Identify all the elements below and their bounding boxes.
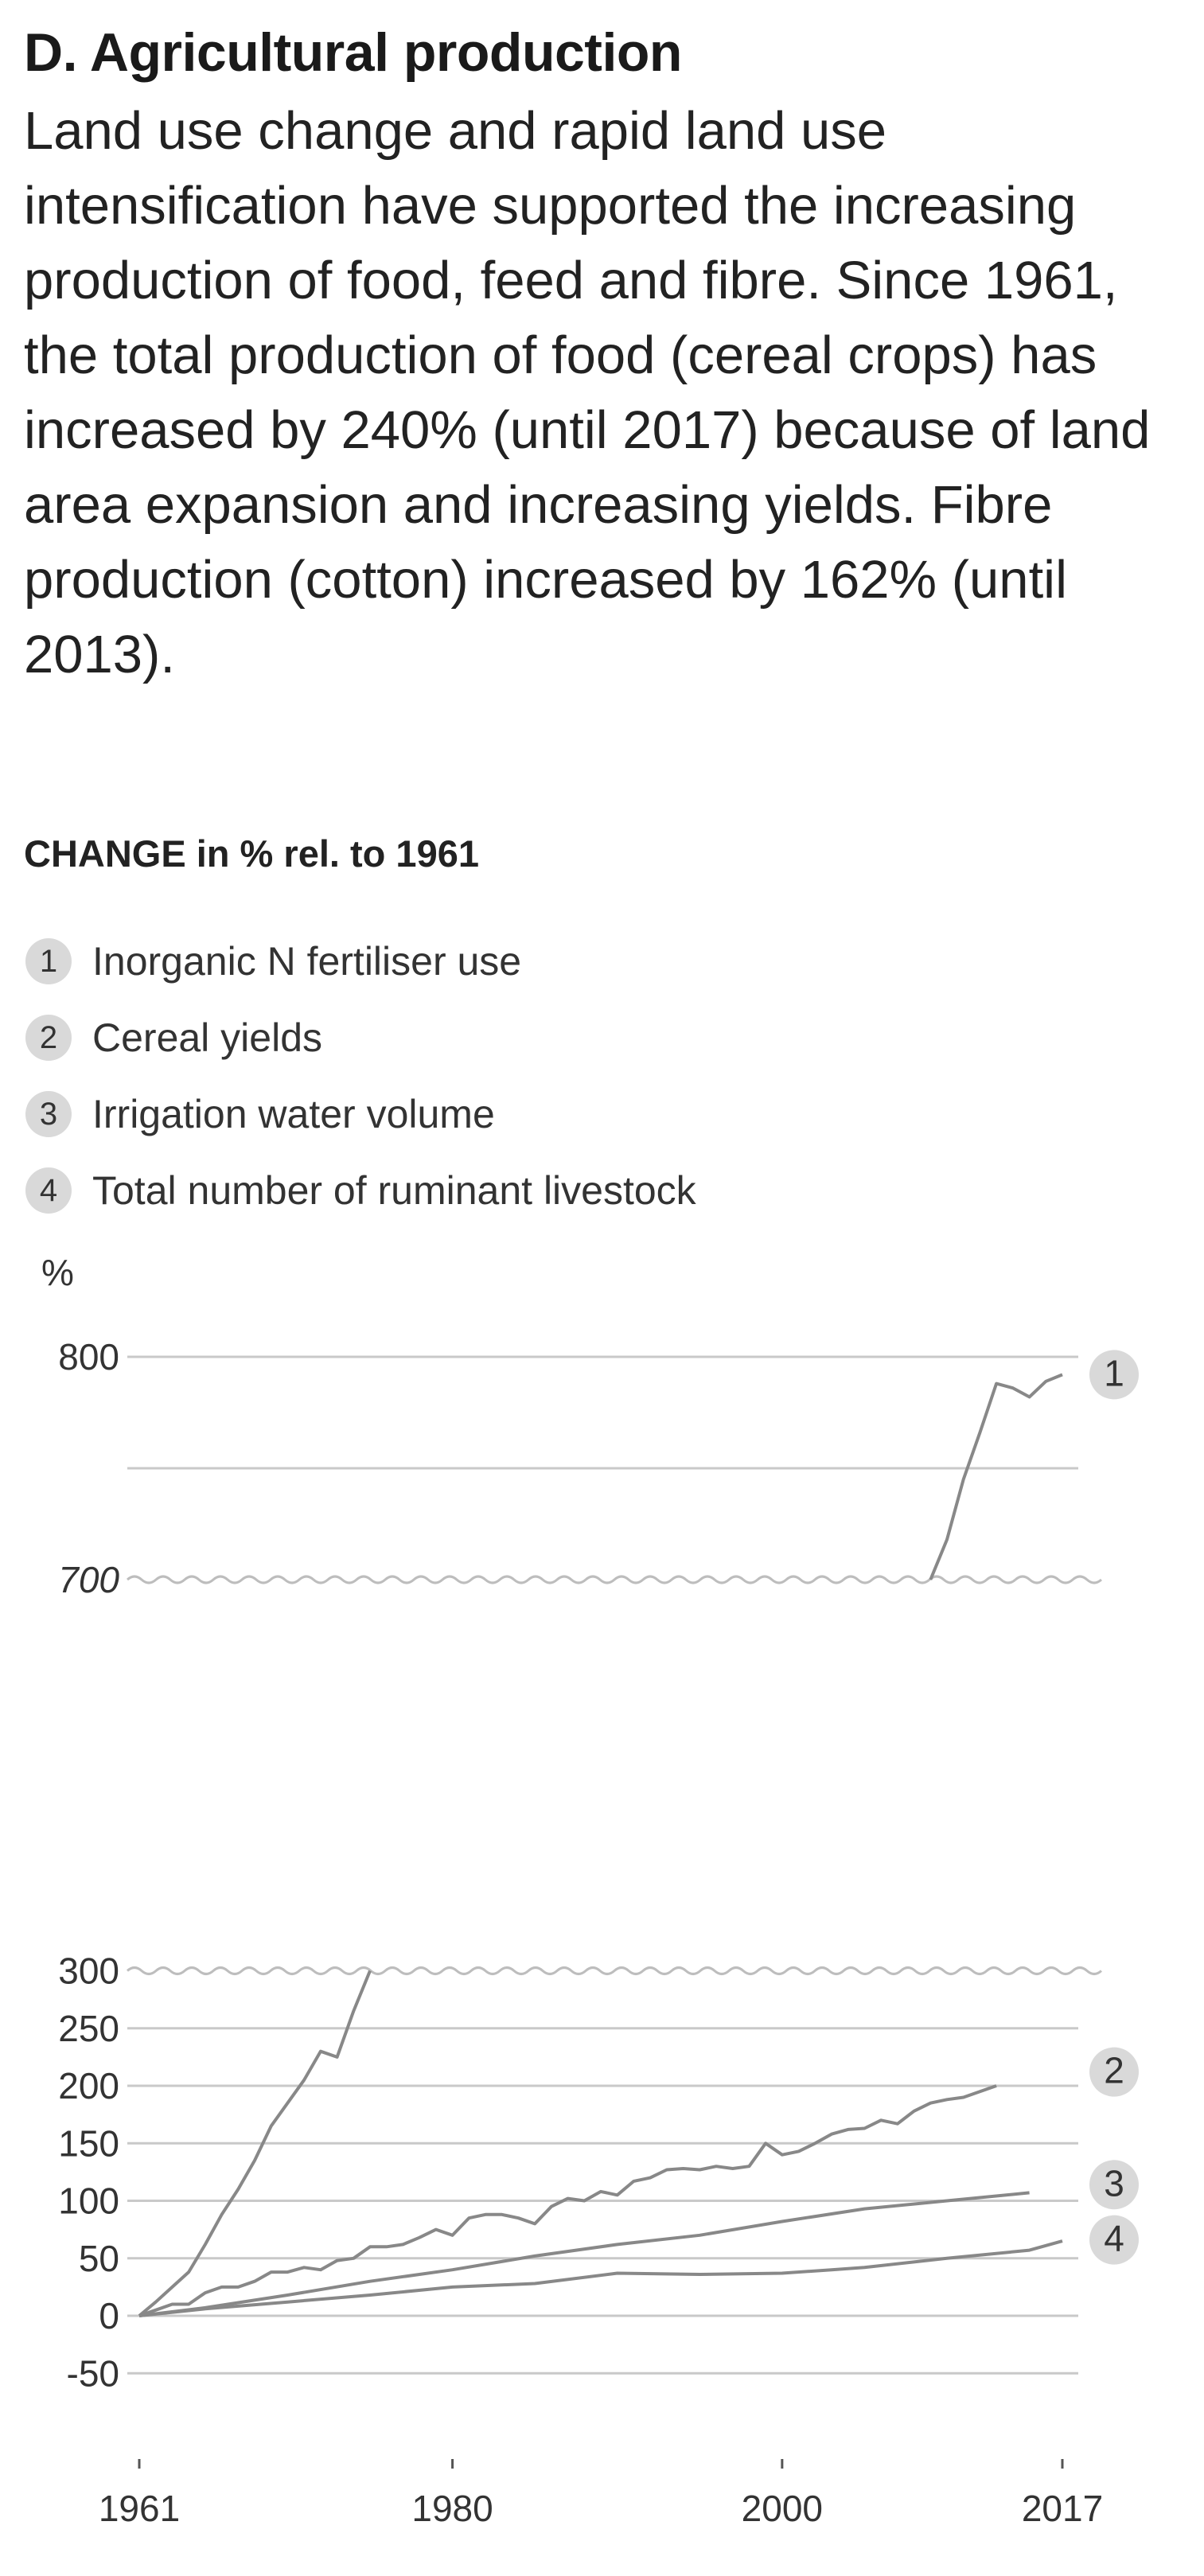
series-badge [1089, 2047, 1139, 2097]
series-badge-label: 3 [1104, 2162, 1124, 2204]
legend-label: Inorganic N fertiliser use [92, 939, 522, 984]
x-tick-label: 2000 [742, 2488, 823, 2529]
series-lines [138, 1373, 1063, 2317]
legend-label: Total number of ruminant livestock [92, 1168, 696, 1213]
y-tick-label: -50 [67, 2352, 119, 2394]
axis-break-wave [127, 1966, 1102, 1975]
y-tick-label: 150 [58, 2122, 119, 2164]
legend-badge: 1 [25, 938, 72, 984]
x-tick-label: 1961 [99, 2488, 180, 2529]
series-badge-label: 4 [1104, 2218, 1124, 2259]
series-badge-label: 2 [1104, 2050, 1124, 2091]
series-line-1 [929, 1373, 1063, 1580]
legend-item-2: 2 Cereal yields [25, 1000, 696, 1076]
axis-break-wave [127, 1575, 1102, 1584]
y-tick-label: 200 [58, 2065, 119, 2106]
y-tick-label: 700 [58, 1559, 119, 1600]
y-tick-label: 250 [58, 2008, 119, 2049]
series-badge [1089, 1350, 1139, 1400]
legend-badge: 4 [25, 1167, 72, 1214]
legend-item-1: 1 Inorganic N fertiliser use [25, 923, 696, 1000]
y-tick-label: 800 [58, 1336, 119, 1378]
tick-labels: % 800 700 300 250 200 150 100 50 0 -50 1961 1980 2000… [41, 1252, 1103, 2529]
series-badges: 1 2 3 4 [1089, 1350, 1139, 2265]
series-line-4 [138, 2239, 1063, 2317]
axis-break [127, 1575, 1102, 1975]
legend-item-4: 4 Total number of ruminant livestock [25, 1152, 696, 1229]
chart-legend: 1 Inorganic N fertiliser use 2 Cereal yi… [25, 923, 696, 1229]
panel-heading: D. Agricultural production [24, 22, 682, 83]
series-badge [1089, 2215, 1139, 2265]
line-chart: % 800 700 300 250 200 150 100 50 0 -50 1961 1980 2000… [41, 1252, 1139, 2529]
y-axis-unit: % [41, 1252, 74, 1293]
panel-body-text: Land use change and rapid land use inten… [24, 101, 1151, 684]
y-tick-label: 0 [99, 2295, 119, 2336]
series-badge [1089, 2160, 1139, 2210]
x-tick-label: 1980 [411, 2488, 493, 2529]
x-tick-label: 2017 [1022, 2488, 1103, 2529]
legend-badge: 3 [25, 1091, 72, 1137]
y-tick-label: 100 [58, 2180, 119, 2222]
legend-label: Irrigation water volume [92, 1092, 495, 1136]
series-line-1 [138, 1970, 372, 2317]
legend-badge: 2 [25, 1015, 72, 1061]
chart-title: CHANGE in % rel. to 1961 [24, 832, 479, 875]
series-line-2 [138, 2084, 997, 2317]
y-tick-label: 300 [58, 1951, 119, 1992]
series-badge-label: 1 [1104, 1352, 1124, 1393]
series-line-3 [138, 2191, 1030, 2317]
legend-label: Cereal yields [92, 1015, 323, 1060]
legend-item-3: 3 Irrigation water volume [25, 1076, 696, 1152]
gridlines [127, 1355, 1078, 2469]
y-tick-label: 50 [79, 2238, 119, 2279]
